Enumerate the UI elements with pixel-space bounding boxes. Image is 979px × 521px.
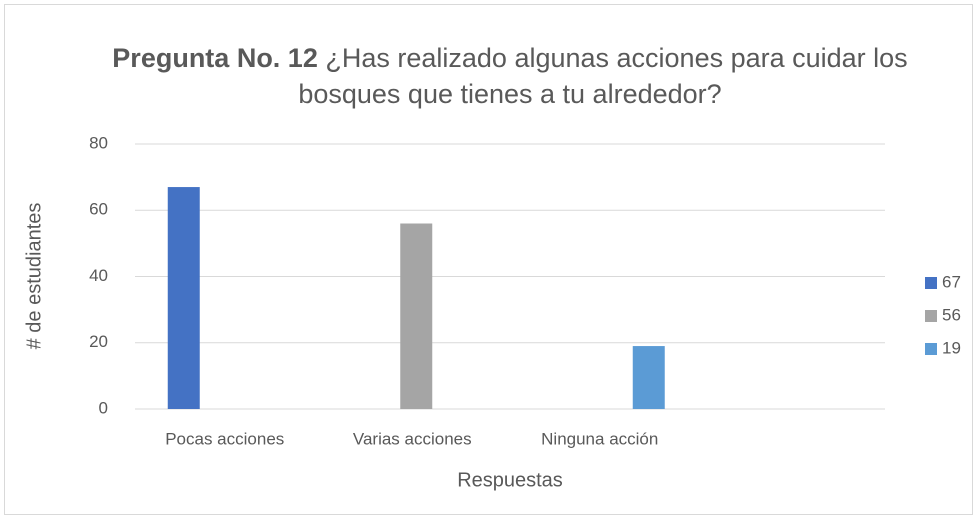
x-tick-label: Ninguna acción: [541, 429, 658, 448]
y-tick-label: 20: [89, 332, 108, 351]
y-tick-label: 80: [89, 133, 108, 152]
x-tick-label: Varias acciones: [353, 429, 472, 448]
legend-swatch: [925, 310, 937, 322]
chart-border: [4, 4, 973, 515]
y-tick-label: 40: [89, 266, 108, 285]
x-axis-title: Respuestas: [457, 469, 563, 491]
chart-title: Pregunta No. 12 ¿Has realizado algunas a…: [110, 40, 910, 112]
bar: [400, 223, 433, 409]
x-tick-label: Pocas acciones: [165, 429, 284, 448]
title-text: ¿Has realizado algunas acciones para cui…: [298, 43, 908, 109]
y-tick-label: 0: [99, 398, 108, 417]
legend-swatch: [925, 277, 937, 289]
y-axis-title: # de estudiantes: [23, 203, 45, 350]
legend-label: 56: [942, 305, 961, 324]
title-bold: Pregunta No. 12: [112, 43, 318, 73]
legend-label: 67: [942, 272, 961, 291]
legend-swatch: [925, 343, 937, 355]
legend-label: 19: [942, 338, 961, 357]
y-tick-label: 60: [89, 200, 108, 219]
bar: [167, 187, 200, 409]
bar: [632, 346, 665, 409]
